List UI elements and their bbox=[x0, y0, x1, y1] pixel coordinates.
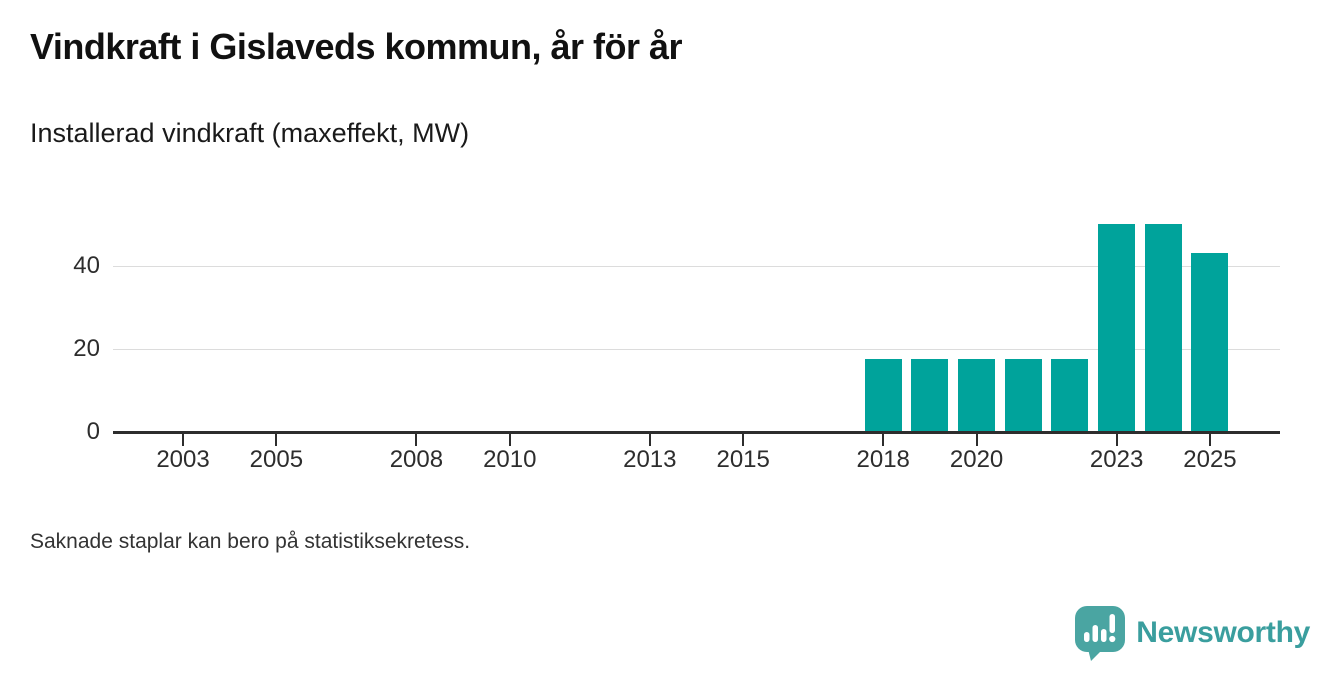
x-tick-2025 bbox=[1208, 434, 1211, 446]
x-axis-label: 2003 bbox=[156, 446, 210, 473]
x-tick-2020 bbox=[975, 434, 978, 446]
newsworthy-logo-text: Newsworthy bbox=[1136, 616, 1310, 649]
footnote: Saknade staplar kan bero på statistiksek… bbox=[30, 530, 471, 553]
bar-2018 bbox=[864, 359, 902, 432]
x-tick-2003 bbox=[182, 434, 185, 446]
gridline-y20 bbox=[113, 349, 1280, 351]
x-tick-2015 bbox=[742, 434, 745, 446]
x-tick-2013 bbox=[648, 434, 651, 446]
x-axis-label: 2025 bbox=[1183, 446, 1237, 473]
x-tick-2008 bbox=[415, 434, 418, 446]
x-tick-2005 bbox=[275, 434, 278, 446]
x-tick-2023 bbox=[1115, 434, 1118, 446]
newsworthy-logo: Newsworthy bbox=[1074, 604, 1310, 662]
bar-2022 bbox=[1051, 359, 1089, 432]
y-axis-label: 40 bbox=[73, 252, 100, 280]
y-axis-label: 0 bbox=[86, 418, 100, 445]
newsworthy-logo-icon bbox=[1074, 605, 1126, 662]
x-axis-label: 2020 bbox=[949, 446, 1004, 473]
x-axis-label: 2005 bbox=[249, 446, 304, 473]
x-axis-label: 2010 bbox=[483, 446, 537, 473]
x-axis-label: 2013 bbox=[623, 446, 677, 473]
gridline-y40 bbox=[113, 266, 1280, 268]
bar-2021 bbox=[1004, 359, 1042, 432]
x-axis-label: 2015 bbox=[716, 446, 770, 473]
bar-2023 bbox=[1098, 223, 1136, 432]
x-axis-label: 2018 bbox=[856, 446, 910, 473]
chart-subtitle: Installerad vindkraft (maxeffekt, MW) bbox=[30, 118, 470, 148]
x-tick-2018 bbox=[882, 434, 885, 446]
page-title: Vindkraft i Gislaveds kommun, år för år bbox=[30, 26, 683, 67]
y-axis-label: 20 bbox=[73, 335, 100, 363]
x-axis-line bbox=[113, 431, 1280, 434]
x-axis-label: 2008 bbox=[389, 446, 444, 473]
bar-2020 bbox=[958, 359, 996, 432]
bar-2019 bbox=[911, 359, 949, 432]
bar-2024 bbox=[1144, 223, 1182, 432]
x-tick-2010 bbox=[508, 434, 511, 446]
bar-2025 bbox=[1191, 253, 1229, 432]
x-axis-label: 2023 bbox=[1089, 446, 1144, 473]
